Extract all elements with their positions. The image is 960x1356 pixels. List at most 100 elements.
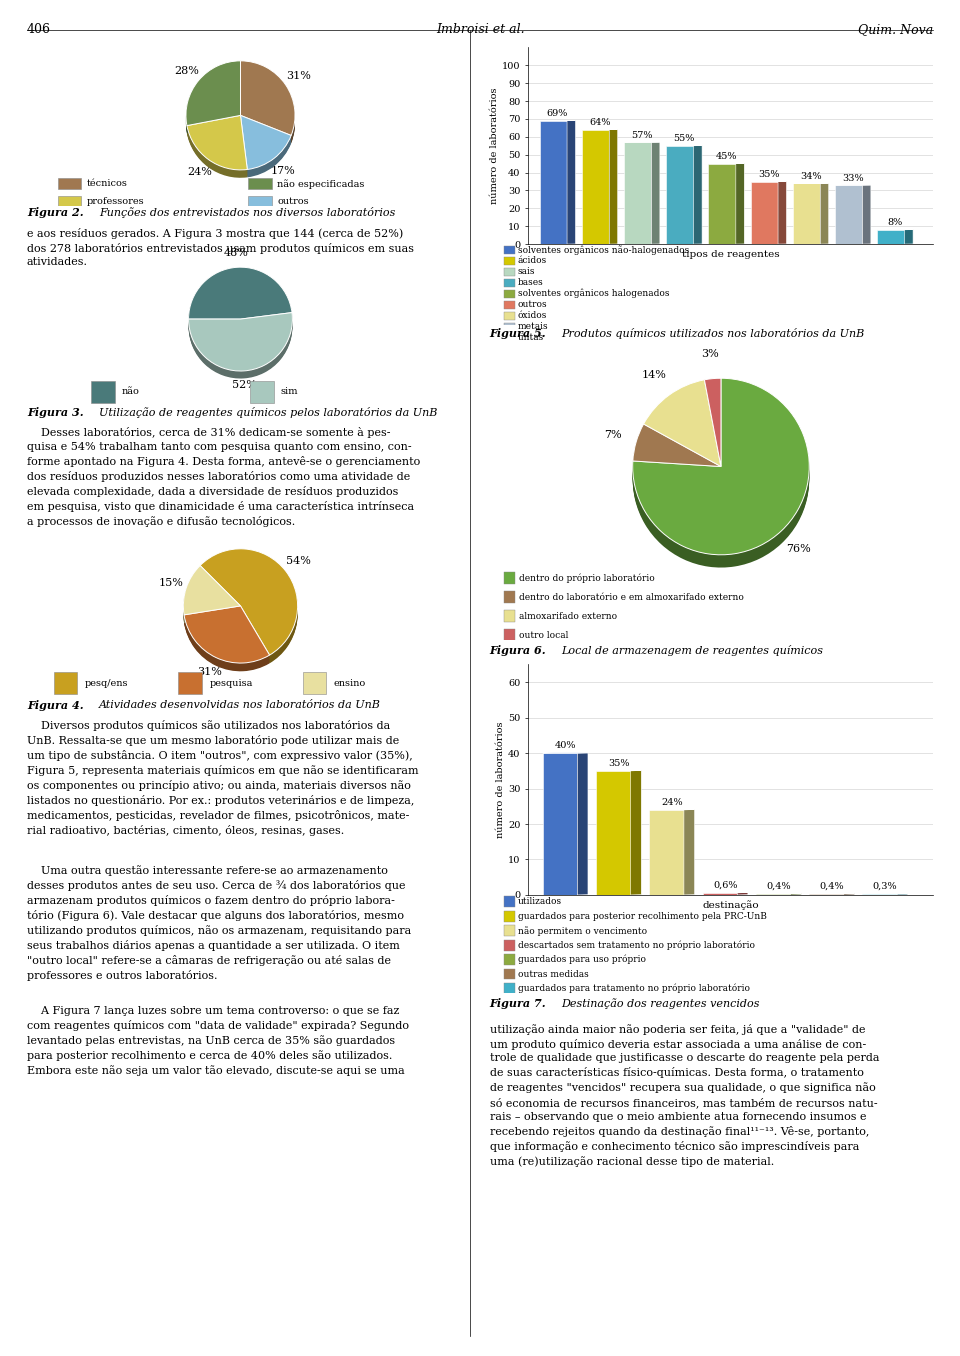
- Text: 0,3%: 0,3%: [873, 881, 898, 891]
- Wedge shape: [633, 426, 721, 468]
- Polygon shape: [567, 121, 575, 244]
- Wedge shape: [240, 121, 291, 175]
- Wedge shape: [186, 65, 240, 130]
- Polygon shape: [737, 892, 748, 895]
- Text: solventes orgânicos halogenados: solventes orgânicos halogenados: [517, 289, 669, 298]
- FancyBboxPatch shape: [542, 753, 577, 895]
- Text: 55%: 55%: [674, 134, 695, 144]
- Text: 0,6%: 0,6%: [713, 881, 737, 890]
- FancyBboxPatch shape: [751, 182, 778, 244]
- Wedge shape: [240, 64, 295, 138]
- FancyBboxPatch shape: [504, 591, 515, 603]
- FancyBboxPatch shape: [179, 673, 202, 694]
- FancyBboxPatch shape: [504, 911, 515, 922]
- Text: Figura 7.: Figura 7.: [490, 998, 546, 1009]
- Wedge shape: [188, 316, 293, 374]
- Wedge shape: [187, 121, 248, 175]
- Text: outras medidas: outras medidas: [517, 970, 588, 979]
- FancyBboxPatch shape: [504, 268, 515, 275]
- Text: 33%: 33%: [842, 174, 864, 183]
- Text: A Figura 7 lança luzes sobre um tema controverso: o que se faz
com reagentes quí: A Figura 7 lança luzes sobre um tema con…: [27, 1006, 409, 1075]
- FancyBboxPatch shape: [504, 925, 515, 936]
- Text: solventes orgânicos não-halogenados: solventes orgânicos não-halogenados: [517, 245, 689, 255]
- Wedge shape: [184, 612, 270, 669]
- Wedge shape: [633, 424, 721, 466]
- Wedge shape: [183, 570, 240, 618]
- Text: utilizados: utilizados: [517, 898, 562, 906]
- Text: 7%: 7%: [604, 430, 621, 439]
- Text: professores: professores: [87, 197, 145, 206]
- FancyBboxPatch shape: [835, 186, 862, 244]
- Wedge shape: [188, 267, 292, 319]
- Wedge shape: [633, 378, 809, 555]
- Wedge shape: [186, 62, 240, 127]
- Wedge shape: [188, 275, 292, 327]
- Text: 24%: 24%: [661, 797, 683, 807]
- Text: Destinação dos reagentes vencidos: Destinação dos reagentes vencidos: [562, 998, 760, 1009]
- Wedge shape: [184, 607, 270, 664]
- Polygon shape: [844, 894, 854, 895]
- FancyBboxPatch shape: [504, 312, 515, 320]
- Wedge shape: [240, 68, 295, 142]
- Wedge shape: [188, 270, 292, 321]
- Wedge shape: [188, 317, 293, 376]
- FancyBboxPatch shape: [504, 940, 515, 951]
- Wedge shape: [188, 268, 292, 320]
- Wedge shape: [705, 381, 721, 469]
- Wedge shape: [200, 549, 298, 655]
- Text: bases: bases: [517, 278, 543, 287]
- Y-axis label: número de laboratórios: número de laboratórios: [491, 88, 499, 203]
- FancyBboxPatch shape: [504, 572, 515, 584]
- Wedge shape: [184, 606, 270, 663]
- FancyBboxPatch shape: [703, 892, 737, 895]
- Wedge shape: [200, 555, 298, 660]
- Wedge shape: [633, 380, 809, 556]
- Polygon shape: [631, 770, 641, 895]
- Text: guardados para uso próprio: guardados para uso próprio: [517, 955, 646, 964]
- Wedge shape: [200, 556, 298, 662]
- X-axis label: tipos de reagentes: tipos de reagentes: [682, 250, 780, 259]
- Wedge shape: [240, 68, 295, 142]
- Text: Imbroisi et al.: Imbroisi et al.: [436, 23, 524, 37]
- Text: 35%: 35%: [757, 170, 780, 179]
- Text: Figura 3.: Figura 3.: [27, 407, 84, 418]
- FancyBboxPatch shape: [249, 179, 272, 188]
- Wedge shape: [633, 388, 809, 564]
- Text: 54%: 54%: [286, 556, 311, 565]
- FancyBboxPatch shape: [54, 673, 77, 694]
- Wedge shape: [187, 123, 248, 178]
- Text: 3%: 3%: [702, 348, 719, 359]
- FancyBboxPatch shape: [504, 290, 515, 297]
- Text: Figura 5.: Figura 5.: [490, 328, 546, 339]
- Wedge shape: [188, 271, 292, 323]
- FancyBboxPatch shape: [58, 179, 81, 188]
- Text: óxidos: óxidos: [517, 311, 547, 320]
- Wedge shape: [633, 389, 809, 567]
- Text: dentro do laboratório e em almoxarifado externo: dentro do laboratório e em almoxarifado …: [519, 593, 744, 602]
- Wedge shape: [633, 384, 809, 560]
- Text: Produtos químicos utilizados nos laboratórios da UnB: Produtos químicos utilizados nos laborat…: [562, 328, 865, 339]
- Wedge shape: [187, 115, 248, 170]
- FancyBboxPatch shape: [504, 334, 515, 342]
- Wedge shape: [186, 64, 240, 127]
- FancyBboxPatch shape: [504, 610, 515, 622]
- Text: 28%: 28%: [175, 66, 199, 76]
- Wedge shape: [186, 68, 240, 133]
- Wedge shape: [240, 122, 291, 176]
- Wedge shape: [705, 388, 721, 476]
- FancyBboxPatch shape: [504, 256, 515, 264]
- Wedge shape: [188, 313, 293, 372]
- Wedge shape: [183, 568, 240, 618]
- Wedge shape: [240, 121, 291, 174]
- Text: sais: sais: [517, 267, 536, 277]
- Text: 31%: 31%: [197, 667, 222, 677]
- Text: e aos resíduos gerados. A Figura 3 mostra que 144 (cerca de 52%)
dos 278 laborat: e aos resíduos gerados. A Figura 3 mostr…: [27, 228, 414, 267]
- Wedge shape: [186, 69, 240, 133]
- Wedge shape: [188, 319, 293, 377]
- Wedge shape: [187, 119, 248, 174]
- Wedge shape: [633, 428, 721, 472]
- Polygon shape: [735, 164, 744, 244]
- Wedge shape: [633, 427, 721, 471]
- FancyBboxPatch shape: [504, 245, 515, 254]
- Wedge shape: [240, 61, 295, 136]
